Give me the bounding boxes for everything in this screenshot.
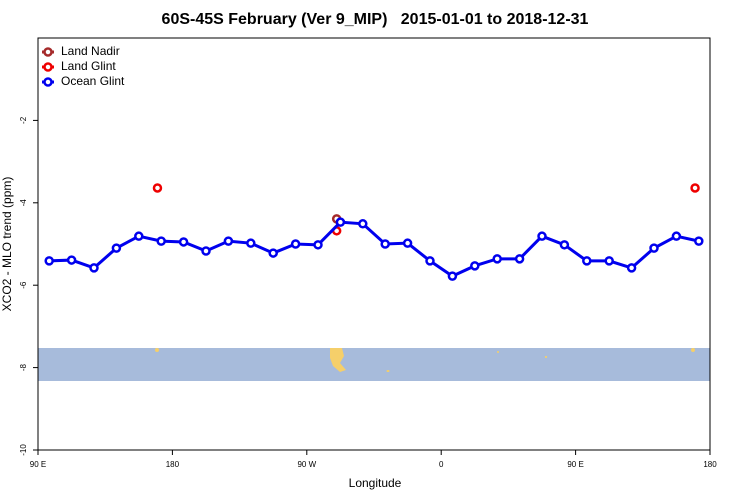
data-point [447,271,458,281]
x-tick-label: 90 W [297,460,316,469]
data-point [201,246,211,256]
data-point [358,219,368,229]
data-point [582,256,592,266]
x-axis-label: Longitude [349,476,402,490]
y-tick-label: -8 [19,363,28,371]
data-point [425,256,435,266]
data-point [694,236,704,246]
legend-label: Land Nadir [61,44,120,58]
x-tick-label: 0 [439,460,444,469]
legend-label: Ocean Glint [61,74,125,88]
data-point [604,256,614,266]
data-point [89,263,99,273]
x-tick-label: 180 [166,460,180,469]
data-point [268,248,278,258]
map-land [155,348,695,372]
y-tick-label: -6 [19,281,28,289]
data-point [223,236,234,246]
data-point [246,238,256,248]
y-tick-label: -10 [19,444,28,456]
data-point [649,243,659,253]
data-point [66,255,77,265]
chart-title: 60S-45S February (Ver 9_MIP) 2015-01-01 … [162,11,589,28]
data-point [178,237,189,247]
data-point [626,263,637,273]
y-axis-label: XCO2 - MLO trend (ppm) [0,177,14,312]
x-tick-label: 90 E [30,460,46,469]
data-point [380,239,390,249]
data-point [111,243,122,253]
plot-frame [37,37,711,451]
data-point [313,240,323,250]
data-point [559,240,570,250]
x-tick-label: 180 [703,460,717,469]
data-point [44,256,54,266]
legend-swatch [43,62,53,72]
y-tick-label: -4 [19,199,28,207]
data-point [690,183,700,193]
data-point [671,231,682,241]
data-point [134,231,144,241]
data-point [537,231,547,241]
y-tick-label: -2 [19,116,28,124]
data-point [514,254,525,264]
data-point [156,236,166,246]
data-point [470,261,480,271]
data-point [402,238,413,248]
legend-label: Land Glint [61,59,116,73]
data-point [290,239,301,249]
legend-swatch [43,77,53,87]
x-tick-label: 90 E [567,460,583,469]
data-point [152,183,163,193]
legend-swatch [43,47,53,57]
data-point [335,217,346,227]
data-point [492,254,502,264]
map-strip [38,348,710,381]
series-line [49,220,700,278]
